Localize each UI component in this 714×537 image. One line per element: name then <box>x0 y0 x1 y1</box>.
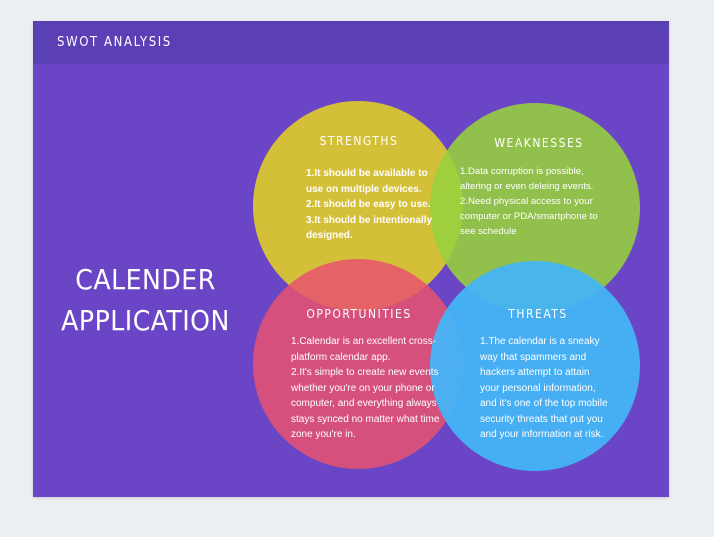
strengths-title: STRENGTHS <box>319 134 399 148</box>
strengths-body: 1.It should be available to use on multi… <box>306 166 432 244</box>
weaknesses-line: altering or even deleing events. <box>460 181 594 192</box>
strengths-line: 3.It should be intentionally <box>306 214 433 226</box>
weaknesses-line: computer or PDA/smartphone to <box>460 211 598 222</box>
swot-slide: SWOT ANALYSIS CALENDER APPLICATION STREN… <box>33 21 669 497</box>
opportunities-line: whether you're on your phone or <box>291 382 435 394</box>
strengths-line: use on multiple devices. <box>306 183 422 195</box>
threats-line: hackers attempt to attain <box>480 367 590 378</box>
opportunities-line: stays synced no matter what time <box>291 413 440 425</box>
main-title-line-1: CALENDER <box>75 263 216 296</box>
threats-line: security threats that put you <box>480 413 603 425</box>
threats-circle <box>430 261 640 471</box>
opportunities-circle <box>253 259 463 469</box>
weaknesses-title: WEAKNESSES <box>494 136 584 150</box>
threats-line: way that spammers and <box>480 351 587 363</box>
strengths-line: 1.It should be available to <box>306 168 428 179</box>
threats-line: your personal information, <box>480 382 596 394</box>
strengths-line: 2.It should be easy to use. <box>306 199 431 210</box>
opportunities-line: computer, and everything always <box>291 398 437 409</box>
strengths-line: designed. <box>306 230 353 241</box>
threats-body: 1.The calendar is a sneaky way that spam… <box>480 334 608 443</box>
threats-line: 1.The calendar is a sneaky <box>480 336 600 347</box>
threats-line: and it's one of the top mobile <box>480 398 608 409</box>
header-bar: SWOT ANALYSIS <box>33 21 669 64</box>
threats-title: THREATS <box>508 307 568 321</box>
opportunities-body: 1.Calendar is an excellent cross- platfo… <box>291 334 439 443</box>
weaknesses-line: 1.Data corruption is possible, <box>460 166 584 177</box>
weaknesses-line: 2.Need physical access to your <box>460 196 593 207</box>
weaknesses-line: see schedule <box>460 226 517 237</box>
opportunities-line: zone you're in. <box>291 429 356 440</box>
opportunities-line: platform calendar app. <box>291 351 391 363</box>
threats-line: and your information at risk. <box>480 429 604 440</box>
opportunities-title: OPPORTUNITIES <box>306 307 412 321</box>
opportunities-line: 1.Calendar is an excellent cross- <box>291 336 437 347</box>
weaknesses-body: 1.Data corruption is possible, altering … <box>460 164 598 239</box>
header-title: SWOT ANALYSIS <box>57 35 172 50</box>
opportunities-line: 2.It's simple to create new events <box>291 367 439 378</box>
main-title: CALENDER APPLICATION <box>53 259 238 341</box>
main-title-line-2: APPLICATION <box>61 304 230 337</box>
